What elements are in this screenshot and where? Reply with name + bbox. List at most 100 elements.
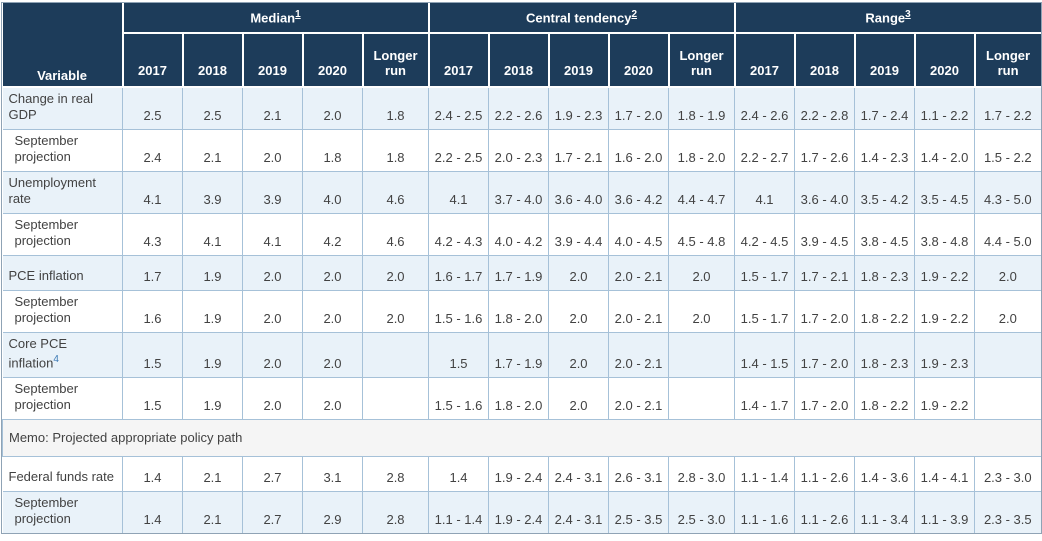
cell-range-4: [974, 377, 1041, 421]
cell-median-0: 1.6: [122, 290, 183, 333]
cell-median-2: 2.0: [242, 255, 303, 291]
column-header-range-2017: 2017: [733, 32, 796, 88]
cell-central-4: 2.0: [668, 255, 736, 291]
cell-central-3: 2.5 - 3.5: [608, 491, 670, 534]
group-header-range: Range3: [733, 3, 1041, 34]
cell-range-0: 1.1 - 1.6: [734, 491, 796, 534]
table-row: PCE inflation 1.7 1.9 2.0 2.0 2.0 1.6 - 1.7 1.7…: [2, 255, 1041, 291]
cell-range-2: 1.8 - 2.3: [854, 331, 916, 379]
footnote-link-3[interactable]: 3: [905, 8, 911, 20]
cell-median-1: 1.9: [182, 331, 243, 379]
cell-range-3: 1.9 - 2.3: [914, 331, 976, 379]
row-label-text: Unemployment rate: [8, 175, 96, 206]
column-header-median-2020: 2020: [301, 32, 364, 88]
cell-median-2: 2.7: [242, 491, 303, 534]
cell-median-0: 1.5: [122, 377, 183, 421]
cell-range-3: 1.4 - 4.1: [914, 456, 976, 493]
cell-range-0: 1.5 - 1.7: [734, 255, 796, 291]
cell-range-2: 1.8 - 2.2: [854, 290, 916, 333]
cell-median-4: 1.8: [361, 86, 430, 130]
cell-range-4: 1.5 - 2.2: [974, 129, 1041, 172]
cell-median-4: 1.8: [361, 129, 430, 172]
cell-central-0: 1.5 - 1.6: [428, 377, 490, 421]
cell-central-2: 3.6 - 4.0: [548, 171, 610, 214]
table-row: Federal funds rate 1.4 2.1 2.7 3.1 2.8 1.4 1.9 …: [2, 456, 1041, 493]
cell-range-0: 1.4 - 1.7: [734, 377, 796, 421]
cell-median-1: 4.1: [182, 213, 243, 256]
cell-central-3: 2.0 - 2.1: [608, 255, 670, 291]
table-row: September projection 1.6 1.9 2.0 2.0 2.0 1.5 -…: [2, 290, 1041, 333]
cell-median-2: 2.0: [242, 129, 303, 172]
row-label-text: September projection: [14, 133, 79, 164]
cell-range-1: 3.6 - 4.0: [794, 171, 856, 214]
cell-range-1: 1.1 - 2.6: [794, 456, 856, 493]
cell-central-2: 2.4 - 3.1: [548, 491, 610, 534]
cell-range-1: 1.7 - 2.1: [794, 255, 856, 291]
cell-median-4: 2.8: [361, 456, 430, 493]
cell-central-3: 1.6 - 2.0: [608, 129, 670, 172]
cell-median-3: 1.8: [302, 129, 363, 172]
cell-central-2: 1.7 - 2.1: [548, 129, 610, 172]
cell-range-1: 1.7 - 2.0: [794, 331, 856, 379]
cell-range-0: 1.1 - 1.4: [734, 456, 796, 493]
cell-range-1: 1.7 - 2.0: [794, 290, 856, 333]
cell-range-1: 2.2 - 2.8: [794, 86, 856, 130]
cell-central-3: 2.0 - 2.1: [608, 331, 670, 379]
column-header-range-longer-run: Longer run: [973, 32, 1041, 88]
cell-range-2: 1.4 - 2.3: [854, 129, 916, 172]
table-row: September projection 1.5 1.9 2.0 2.0 1.5 - 1.…: [2, 377, 1041, 421]
memo-row: Memo: Projected appropriate policy path: [1, 419, 1041, 458]
cell-range-2: 1.4 - 3.6: [854, 456, 916, 493]
cell-range-3: 1.9 - 2.2: [914, 290, 976, 333]
cell-range-4: 2.3 - 3.0: [974, 456, 1041, 493]
cell-central-0: 4.1: [428, 171, 490, 214]
cell-median-1: 2.5: [182, 86, 243, 130]
group-header-median: Median1: [121, 3, 430, 34]
cell-median-1: 2.1: [182, 129, 243, 172]
cell-range-4: 1.7 - 2.2: [974, 86, 1041, 130]
group-label-range: Range: [865, 10, 906, 26]
cell-median-1: 2.1: [182, 491, 243, 534]
column-header-central-2018: 2018: [487, 32, 550, 88]
cell-central-0: 1.5 - 1.6: [428, 290, 490, 333]
cell-central-3: 2.0 - 2.1: [608, 290, 670, 333]
row-label: Change in real GDP: [2, 86, 123, 130]
footnote-link-1[interactable]: 1: [295, 8, 301, 20]
row-label: Unemployment rate: [2, 171, 123, 214]
cell-central-0: 1.4: [428, 456, 490, 493]
cell-central-0: 2.2 - 2.5: [428, 129, 490, 172]
cell-range-1: 3.9 - 4.5: [794, 213, 856, 256]
cell-median-0: 1.7: [122, 255, 183, 291]
cell-range-0: 1.5 - 1.7: [734, 290, 796, 333]
cell-range-3: 3.5 - 4.5: [914, 171, 976, 214]
row-label: Core PCE inflation4: [2, 331, 123, 379]
row-label-text: September projection: [14, 217, 79, 248]
footnote-link-4[interactable]: 4: [53, 354, 59, 365]
cell-median-0: 1.5: [122, 331, 183, 379]
column-header-range-2019: 2019: [853, 32, 916, 88]
row-label: September projection: [2, 491, 123, 534]
group-header-row: Variable Median1 Central tendency2 Range…: [2, 3, 1041, 88]
cell-central-2: 1.9 - 2.3: [548, 86, 610, 130]
cell-range-0: 2.2 - 2.7: [734, 129, 796, 172]
footnote-link-2[interactable]: 2: [631, 8, 638, 20]
cell-median-2: 2.1: [242, 86, 303, 130]
cell-median-2: 2.7: [242, 456, 303, 493]
table-row: September projection 2.4 2.1 2.0 1.8 1.8 2.2 -…: [2, 129, 1041, 172]
row-label-text: Change in real GDP: [8, 91, 94, 122]
cell-range-4: [974, 331, 1041, 379]
cell-central-0: 1.6 - 1.7: [428, 255, 490, 291]
column-header-median-2017: 2017: [121, 32, 184, 88]
table-row: September projection 1.4 2.1 2.7 2.9 2.8 1.1 -…: [2, 491, 1041, 534]
cell-median-2: 4.1: [242, 213, 303, 256]
cell-central-4: 1.8 - 2.0: [668, 129, 736, 172]
cell-range-4: 4.3 - 5.0: [974, 171, 1041, 214]
cell-central-3: 2.0 - 2.1: [608, 377, 670, 421]
cell-central-0: 4.2 - 4.3: [428, 213, 490, 256]
cell-central-1: 2.0 - 2.3: [488, 129, 550, 172]
group-label-median: Median: [250, 10, 296, 26]
cell-range-3: 1.9 - 2.2: [914, 255, 976, 291]
cell-median-1: 3.9: [182, 171, 243, 214]
cell-median-3: 2.9: [302, 491, 363, 534]
